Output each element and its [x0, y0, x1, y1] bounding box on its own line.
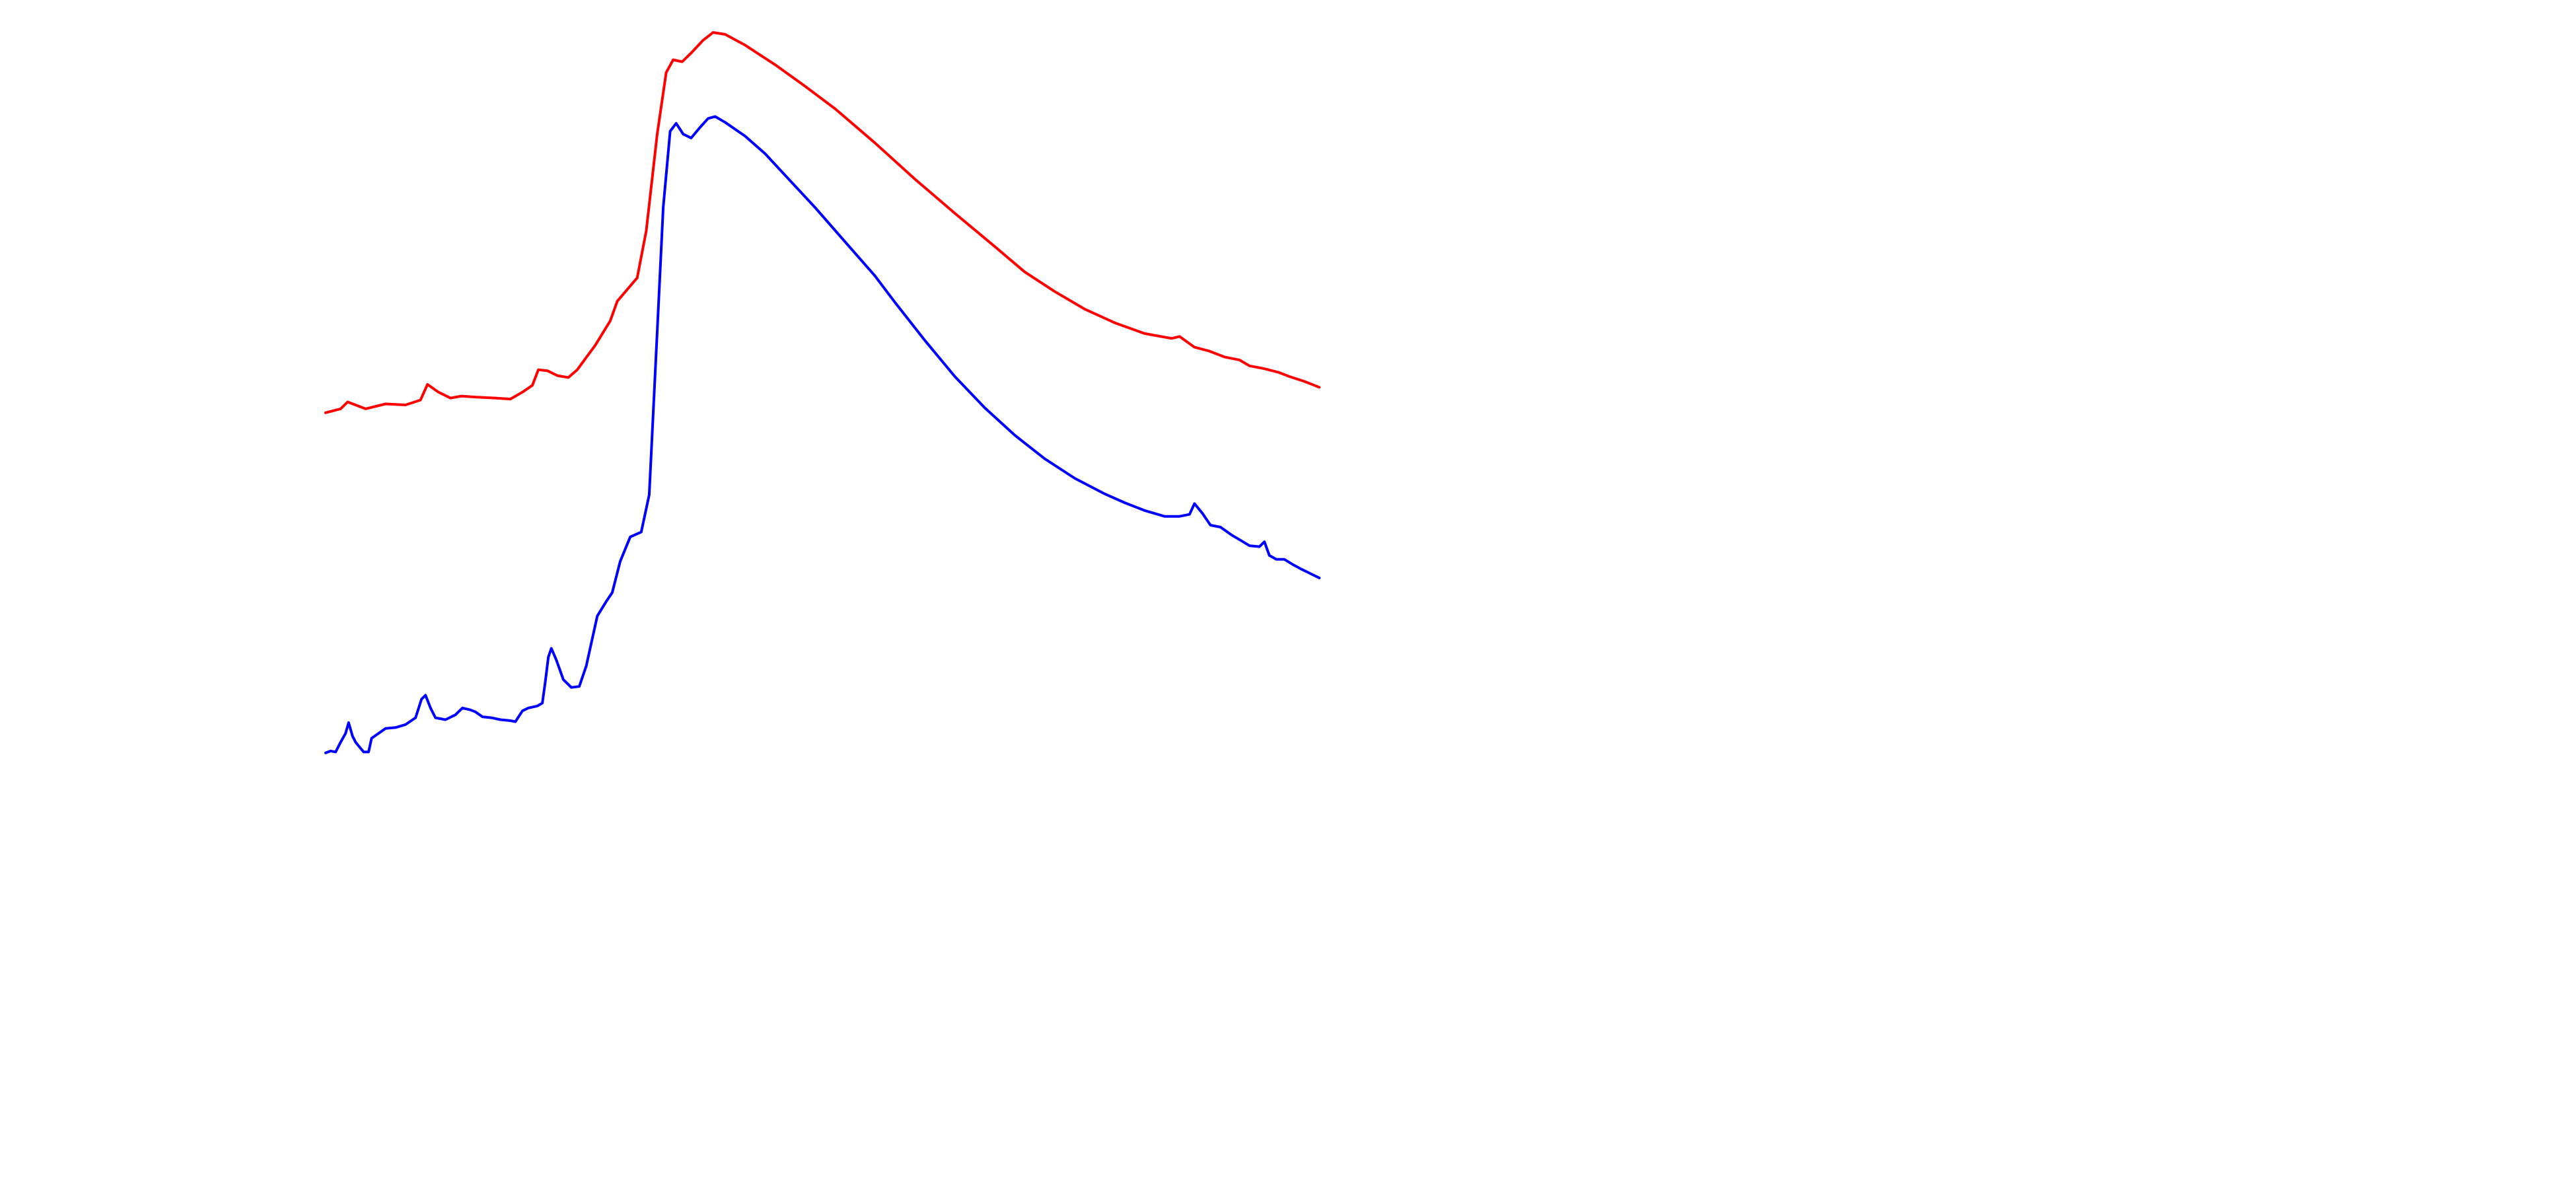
series-line-1: [324, 31, 1321, 414]
series-line-2: [324, 115, 1321, 754]
plot-area: [324, 31, 1321, 754]
